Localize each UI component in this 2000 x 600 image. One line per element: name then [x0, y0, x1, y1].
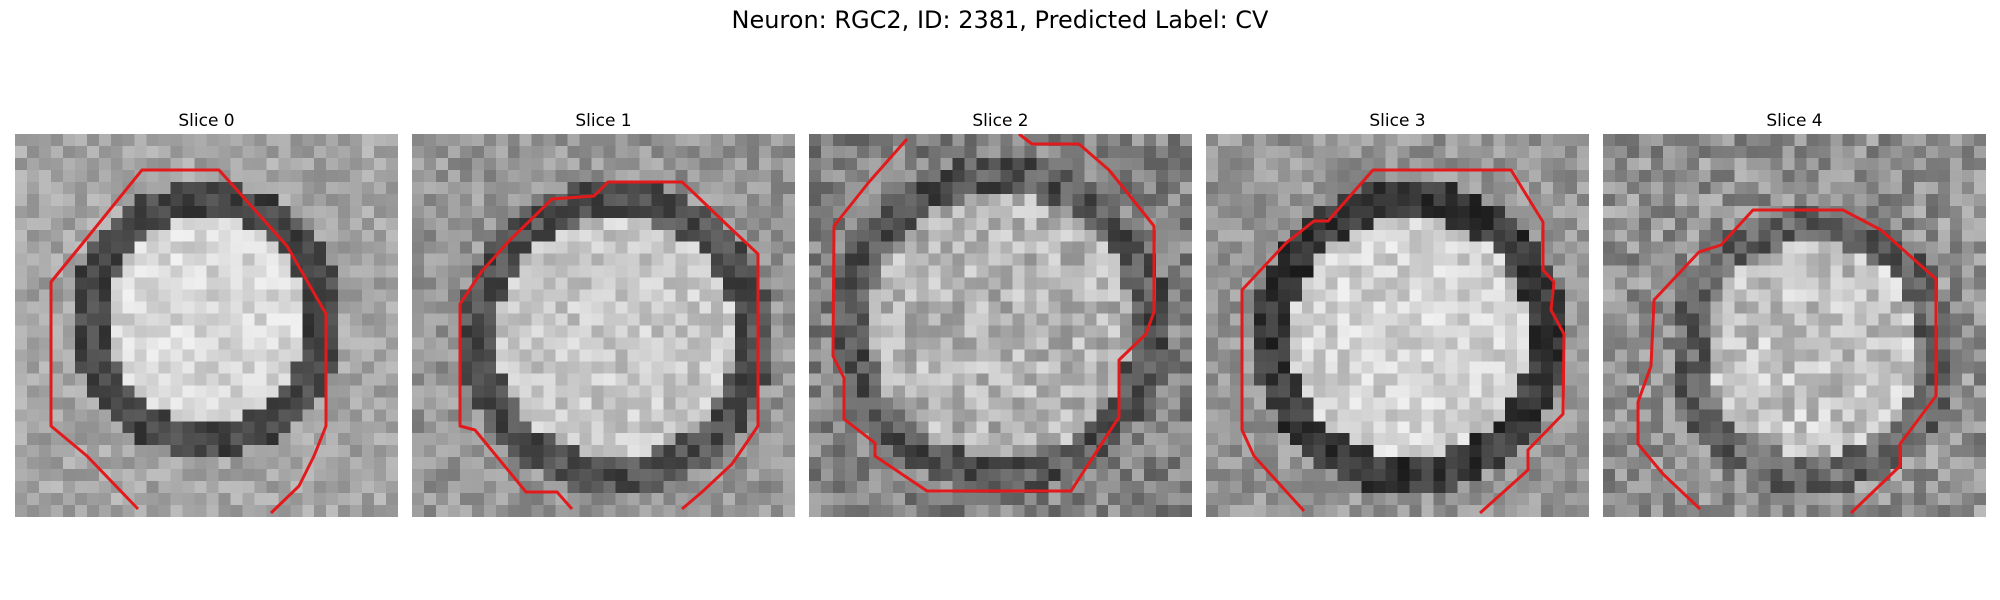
- grayscale-em-image: [1206, 134, 1589, 517]
- slice-panel-1: Slice 1: [412, 108, 795, 517]
- slice-panel-3: Slice 3: [1206, 108, 1589, 517]
- grayscale-em-image: [1603, 134, 1986, 517]
- segmentation-contour: [831, 134, 1156, 493]
- slice-image: [1206, 134, 1589, 517]
- slice-title: Slice 0: [178, 111, 235, 131]
- slice-image: [1603, 134, 1986, 517]
- slice-image: [412, 134, 795, 517]
- figure-title: Neuron: RGC2, ID: 2381, Predicted Label:…: [731, 6, 1269, 34]
- slice-title: Slice 2: [972, 111, 1029, 131]
- slice-panel-2: Slice 2: [809, 108, 1192, 517]
- slice-panel-4: Slice 4: [1603, 108, 1986, 517]
- slice-title: Slice 1: [575, 111, 632, 131]
- segmentation-contour: [49, 168, 328, 515]
- slice-panel-0: Slice 0: [15, 108, 398, 517]
- segmentation-contour: [458, 180, 760, 511]
- grayscale-em-image: [15, 134, 398, 517]
- slice-image: [15, 134, 398, 517]
- slice-title: Slice 4: [1766, 111, 1823, 131]
- grayscale-em-image: [412, 134, 795, 517]
- segmentation-contour: [1636, 208, 1938, 515]
- slice-title: Slice 3: [1369, 111, 1426, 131]
- grayscale-em-image: [809, 134, 1192, 517]
- segmentation-contour: [1240, 168, 1566, 515]
- slice-image: [809, 134, 1192, 517]
